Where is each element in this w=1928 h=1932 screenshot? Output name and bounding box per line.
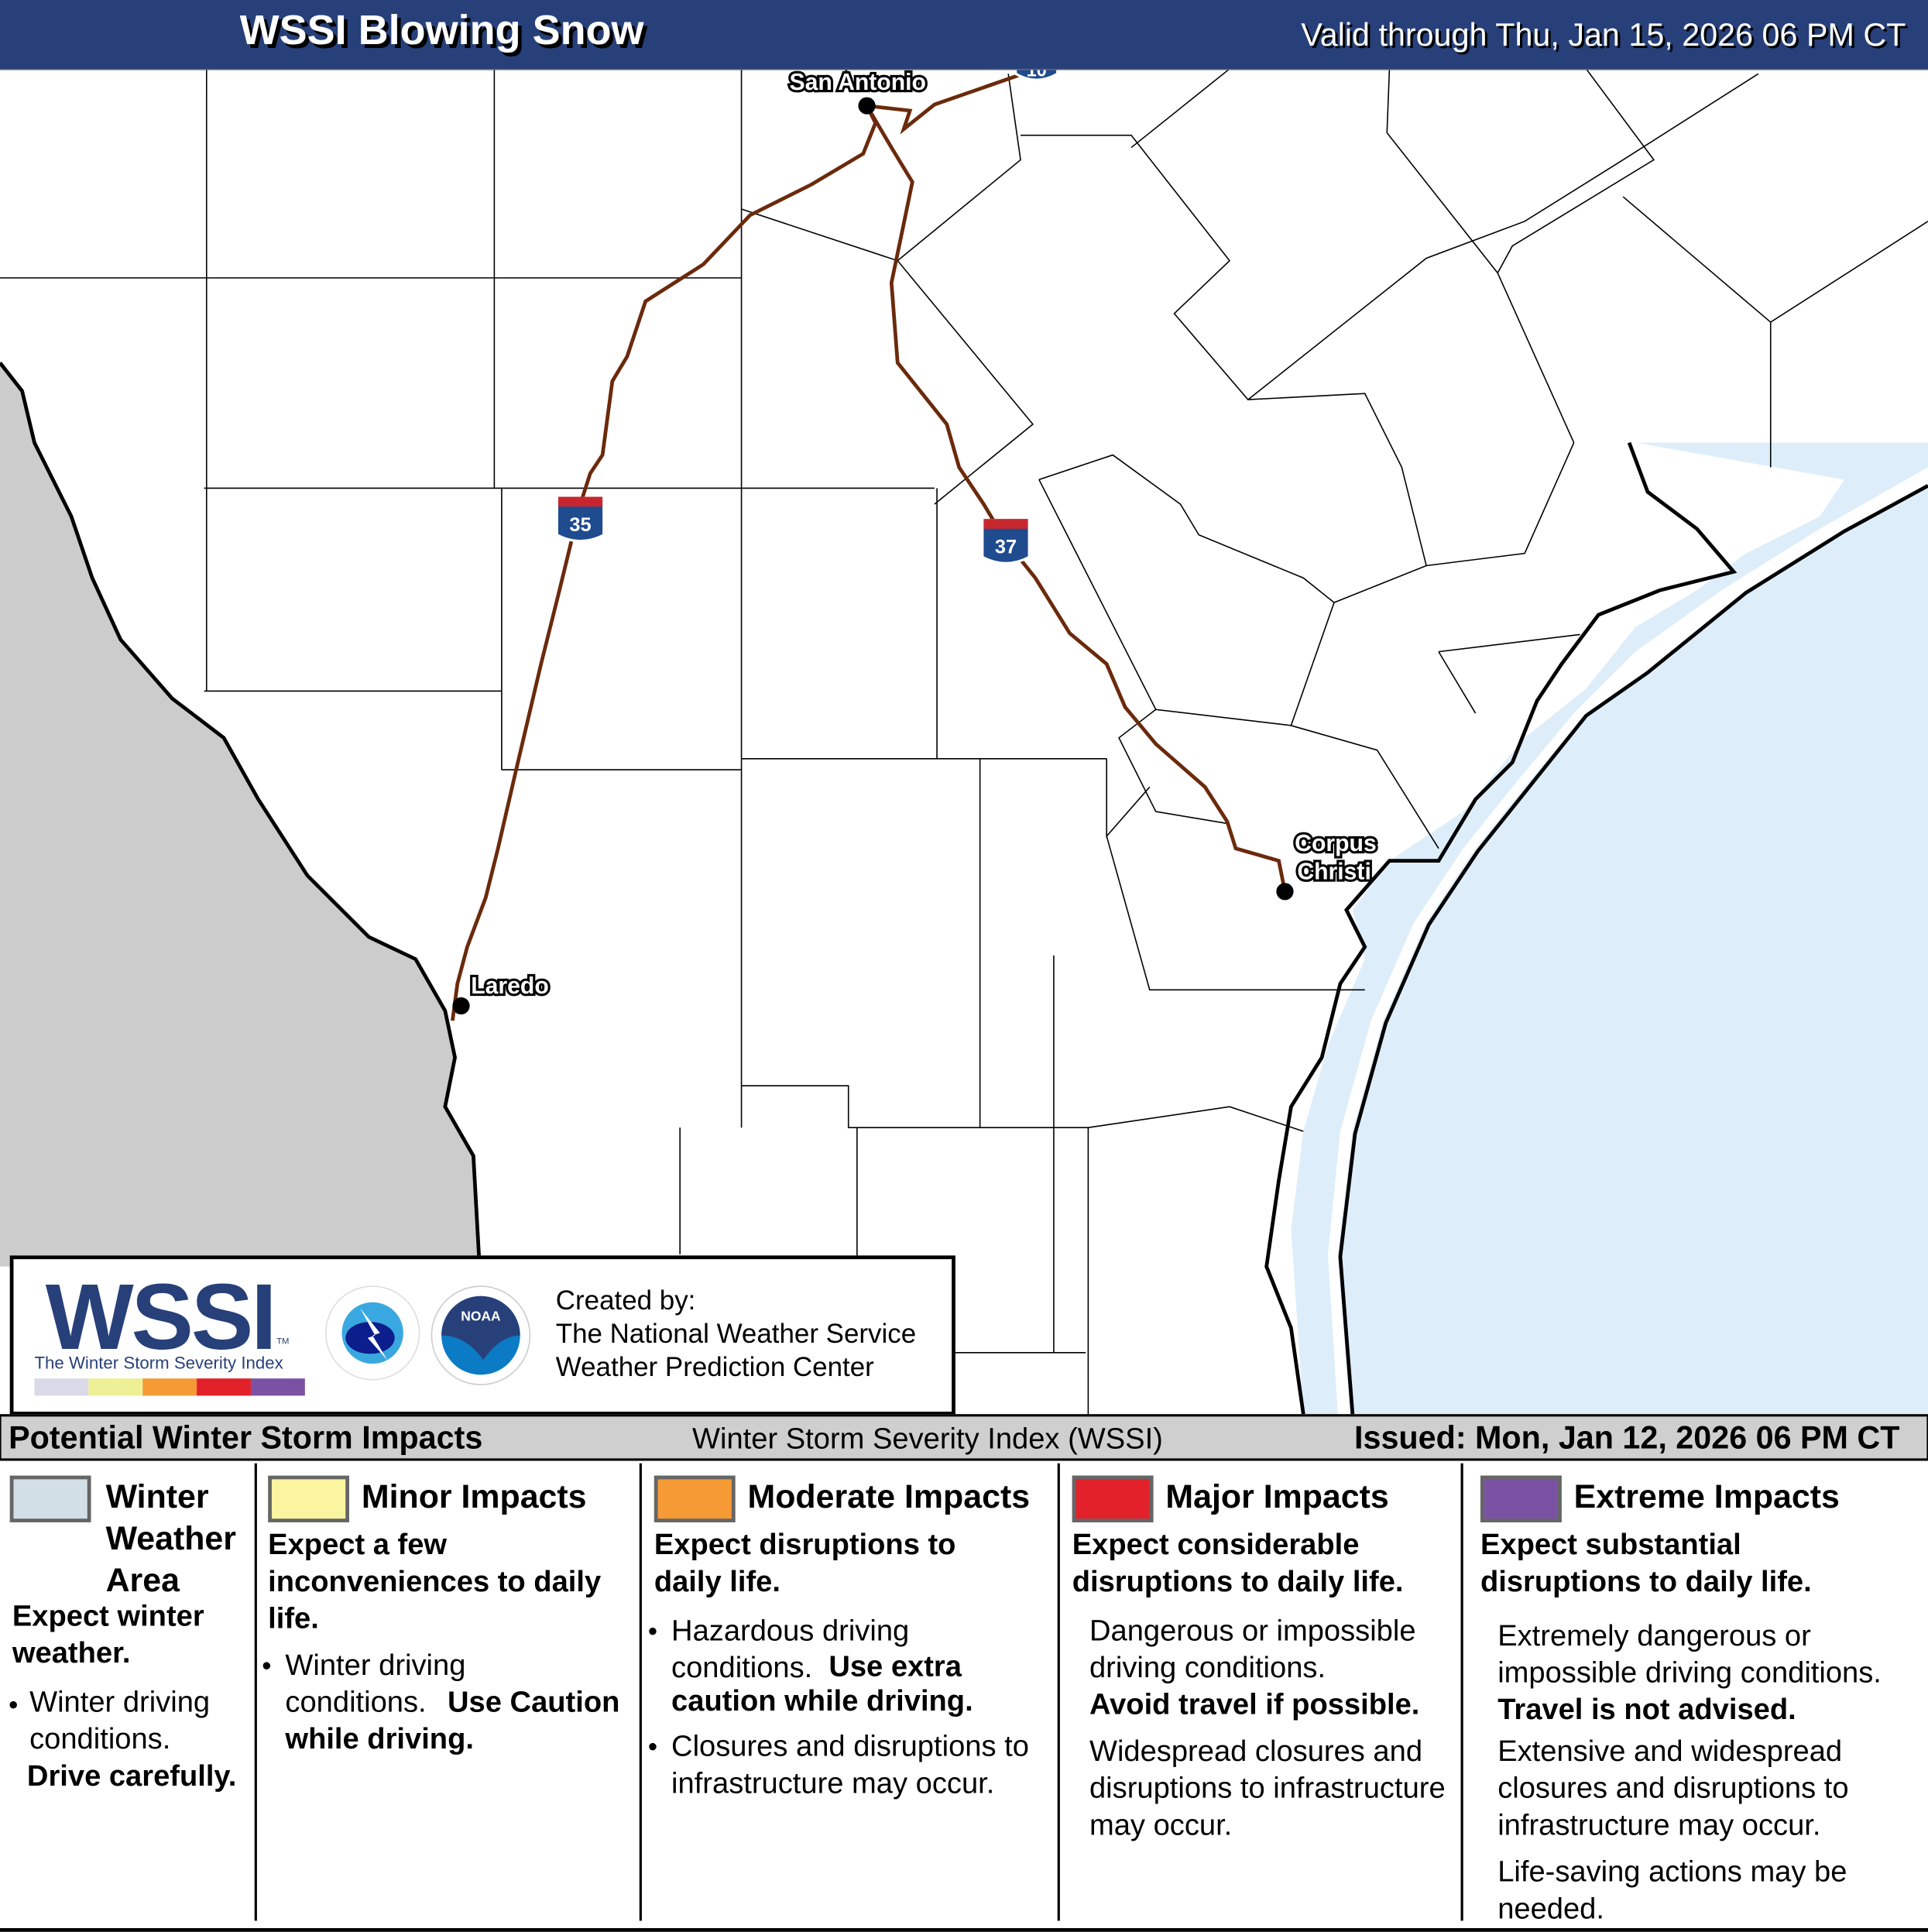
city-marker-corpus-christi (1276, 883, 1294, 901)
i37-shield: 37 (981, 519, 1031, 565)
i10-shield: 10 (1014, 68, 1059, 81)
city-label-corpus: Corpus (1295, 831, 1377, 856)
i35-route (451, 105, 878, 1021)
legend-minor-impacts: Minor Impacts Expect a few inconvenience… (256, 1463, 642, 1921)
svg-text:NOAA: NOAA (461, 1309, 501, 1324)
i35-shield: 35 (555, 496, 606, 543)
header-bar: WSSI Blowing Snow Valid through Thu, Jan… (0, 0, 1928, 70)
noaa-logo: NOAA (431, 1285, 531, 1385)
gulf-water (1337, 486, 1928, 1415)
page-title: WSSI Blowing Snow (239, 7, 644, 54)
strip-center: Winter Storm Severity Index (WSSI) (692, 1422, 1163, 1457)
strip-title: Potential Winter Storm Impacts (9, 1419, 483, 1457)
legend-winter-weather-area: Winter Weather Area Expect winter weathe… (0, 1463, 257, 1921)
legend-moderate-impacts: Moderate Impacts Expect disruptions to d… (642, 1463, 1060, 1921)
wssi-logo: WSSI (45, 1265, 277, 1371)
impact-legend: Winter Weather Area Expect winter weathe… (0, 1458, 1928, 1932)
wssi-tm: TM (276, 1337, 290, 1347)
city-label-san-antonio: San Antonio (790, 70, 926, 95)
rio-grande-border (0, 361, 482, 1267)
city-label-christi: Christi (1297, 859, 1371, 884)
city-marker-san-antonio (858, 97, 876, 115)
wssi-subtitle: The Winter Storm Severity Index (34, 1352, 283, 1373)
valid-through: Valid through Thu, Jan 15, 2026 06 PM CT (1301, 15, 1906, 53)
impacts-strip: Potential Winter Storm Impacts Winter St… (0, 1414, 1928, 1461)
severity-color-bar (34, 1378, 305, 1396)
map: 35 37 10 San Antonio Laredo Corpus Chris… (0, 68, 1928, 1415)
nws-logo (325, 1285, 420, 1381)
credit-text: Created by: The National Weather Service… (555, 1285, 917, 1382)
i10-route (866, 72, 1024, 135)
svg-text:35: 35 (569, 514, 591, 536)
mainland-coast (1264, 441, 1738, 1415)
logo-box: WSSI TM The Winter Storm Severity Index … (9, 1255, 955, 1416)
city-label-laredo: Laredo (471, 973, 549, 999)
mexico-area (0, 362, 480, 1267)
svg-text:37: 37 (995, 537, 1017, 558)
legend-extreme-impacts: Extreme Impacts Expect substantial disru… (1463, 1464, 1926, 1926)
city-marker-laredo (452, 997, 470, 1015)
legend-major-impacts: Major Impacts Expect considerable disrup… (1060, 1463, 1463, 1921)
issued-time: Issued: Mon, Jan 12, 2026 06 PM CT (1354, 1419, 1900, 1457)
barrier-island (1338, 484, 1928, 1415)
svg-text:10: 10 (1026, 69, 1047, 81)
